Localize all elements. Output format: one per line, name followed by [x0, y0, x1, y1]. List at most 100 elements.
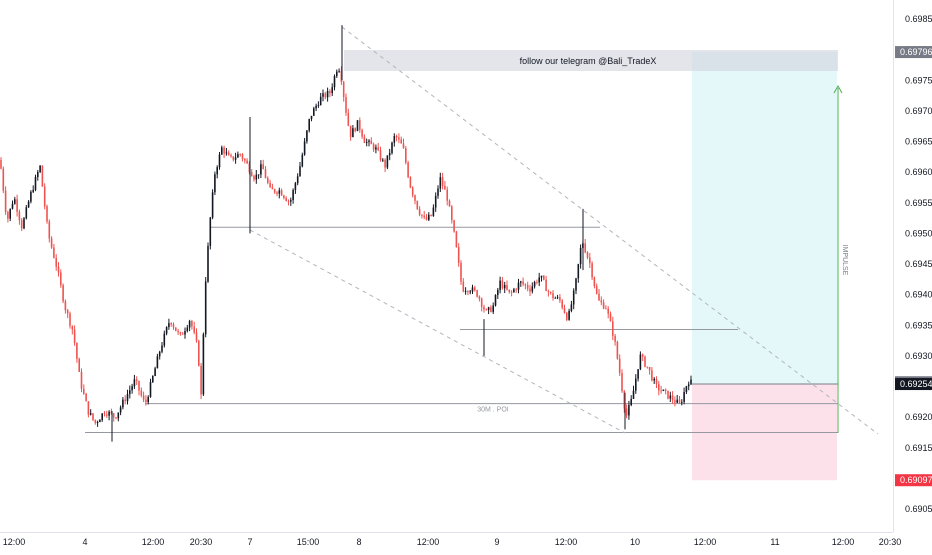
- candle-body: [73, 329, 76, 343]
- candle-body: [126, 394, 129, 402]
- candle-body: [317, 105, 320, 106]
- candle-body: [158, 351, 161, 357]
- candle-body: [448, 200, 451, 207]
- candle-body: [352, 128, 354, 138]
- channel-lower-line: [249, 229, 626, 434]
- candle-body: [671, 395, 674, 401]
- candle-body: [540, 275, 543, 278]
- candle-body: [71, 325, 74, 330]
- time-tick-label: 12:00: [555, 537, 578, 547]
- candle-body: [163, 333, 166, 346]
- candle-body: [18, 211, 21, 221]
- candle-body: [554, 297, 557, 299]
- candle-body: [646, 366, 649, 368]
- candle-body: [586, 252, 589, 258]
- candle-body: [483, 306, 485, 310]
- candle-body: [16, 199, 18, 212]
- candle-body: [451, 206, 453, 221]
- time-tick-label: 8: [356, 537, 361, 547]
- candle-body: [103, 413, 106, 415]
- target-zone: [692, 52, 837, 385]
- candle-body: [354, 128, 356, 131]
- candle-body: [308, 119, 310, 131]
- candle-body: [4, 190, 7, 212]
- candle-body: [513, 289, 515, 293]
- candle-body: [89, 413, 92, 415]
- candle-body: [25, 207, 28, 219]
- candle-body: [209, 217, 212, 246]
- candle-body: [356, 120, 359, 131]
- candle-body: [584, 243, 586, 253]
- candle-body: [66, 310, 69, 314]
- candle-body: [64, 301, 67, 311]
- candle-body: [273, 189, 276, 193]
- candle-body: [379, 150, 382, 161]
- candle-body: [338, 71, 340, 72]
- candle-body: [161, 345, 163, 352]
- candle-body: [414, 195, 416, 201]
- candle-body: [216, 167, 218, 175]
- candle-body: [260, 164, 262, 175]
- candle-body: [382, 159, 384, 161]
- banner-text: follow our telegram @Bali_TradeX: [520, 56, 657, 66]
- candle-body: [639, 354, 642, 370]
- candle-body: [676, 399, 678, 403]
- candle-body: [421, 214, 423, 216]
- candle-body: [501, 280, 504, 289]
- candle-body: [195, 332, 198, 341]
- candle-body: [108, 411, 110, 416]
- candle-body: [149, 382, 152, 397]
- candle-body: [165, 327, 168, 334]
- candle-body: [681, 401, 683, 403]
- candle-body: [214, 174, 216, 193]
- candle-body: [437, 188, 439, 196]
- candle-body: [184, 331, 186, 335]
- candle-body: [37, 171, 39, 177]
- candle-body: [331, 87, 333, 94]
- candle-body: [411, 187, 414, 196]
- candle-body: [147, 396, 149, 403]
- candle-body: [253, 176, 255, 180]
- candle-body: [87, 401, 90, 415]
- candle-body: [651, 370, 653, 381]
- candle-body: [361, 129, 363, 137]
- candle-body: [299, 166, 301, 177]
- candle-body: [262, 164, 264, 170]
- candle-body: [287, 200, 290, 202]
- candle-body: [227, 152, 230, 156]
- candle-body: [667, 390, 669, 399]
- candle-body: [110, 411, 113, 414]
- candle-body: [648, 366, 651, 371]
- candle-body: [368, 140, 370, 143]
- candle-body: [80, 371, 83, 389]
- candle-body: [177, 331, 179, 333]
- candle-body: [641, 354, 644, 357]
- candle-body: [658, 383, 660, 391]
- candle-body: [342, 81, 345, 98]
- candle-body: [446, 189, 448, 201]
- candle-body: [625, 408, 628, 416]
- candle-body: [614, 335, 616, 342]
- candle-body: [124, 399, 126, 402]
- candle-body: [92, 413, 94, 420]
- candle-body: [39, 165, 41, 172]
- candle-body: [524, 284, 527, 286]
- candle-body: [329, 90, 331, 94]
- candle-body: [545, 279, 547, 292]
- candle-body: [85, 393, 87, 402]
- candle-body: [510, 291, 513, 293]
- candle-body: [133, 379, 136, 387]
- candle-body: [221, 147, 223, 155]
- candle-body: [326, 90, 329, 98]
- candle-body: [340, 71, 343, 82]
- candle-body: [480, 298, 483, 307]
- candle-body: [280, 190, 283, 196]
- candle-body: [407, 162, 409, 177]
- candle-body: [655, 378, 658, 384]
